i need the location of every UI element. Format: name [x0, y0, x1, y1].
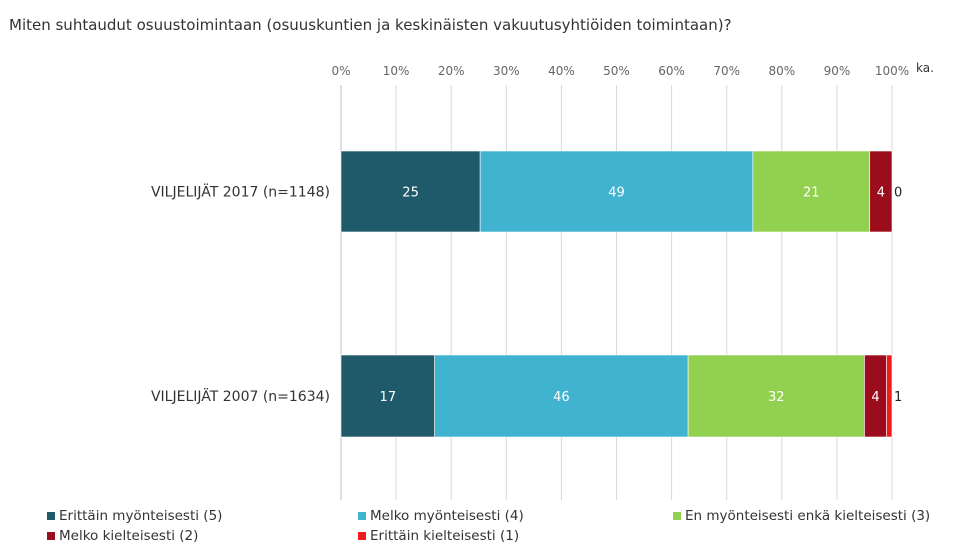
data-label: 46	[553, 390, 570, 405]
bar-segment	[687, 354, 865, 438]
bar-segment	[886, 354, 893, 438]
chart-title: Miten suhtaudut osuustoimintaan (osuusku…	[9, 16, 732, 34]
data-label: 4	[871, 390, 879, 405]
x-tick-label: 20%	[438, 64, 465, 78]
data-label: 1	[894, 390, 902, 405]
bar-segment	[869, 150, 893, 233]
x-tick-label: 30%	[493, 64, 520, 78]
data-label: 32	[768, 390, 785, 405]
data-label: 49	[608, 186, 625, 201]
data-label: 0	[894, 186, 902, 201]
axis-extra-label: ka.	[916, 61, 934, 75]
x-tick-label: 60%	[658, 64, 685, 78]
x-tick-label: 70%	[713, 64, 740, 78]
data-label: 21	[803, 186, 820, 201]
category-label: VILJELIJÄT 2017 (n=1148)	[151, 183, 330, 201]
data-label: 4	[877, 186, 885, 201]
x-tick-label: 0%	[331, 64, 350, 78]
x-tick-label: 90%	[824, 64, 851, 78]
bar-segment	[340, 354, 435, 438]
x-tick-label: 50%	[603, 64, 630, 78]
x-tick-label: 80%	[768, 64, 795, 78]
category-label: VILJELIJÄT 2007 (n=1634)	[151, 387, 330, 405]
x-tick-label: 100%	[875, 64, 909, 78]
bar-segment	[752, 150, 871, 233]
bar-segment	[479, 150, 754, 233]
bar-segment	[340, 150, 481, 233]
data-label: 17	[380, 390, 397, 405]
bar-segment	[434, 354, 689, 438]
data-label: 25	[402, 186, 419, 201]
x-tick-label: 40%	[548, 64, 575, 78]
x-tick-label: 10%	[383, 64, 410, 78]
